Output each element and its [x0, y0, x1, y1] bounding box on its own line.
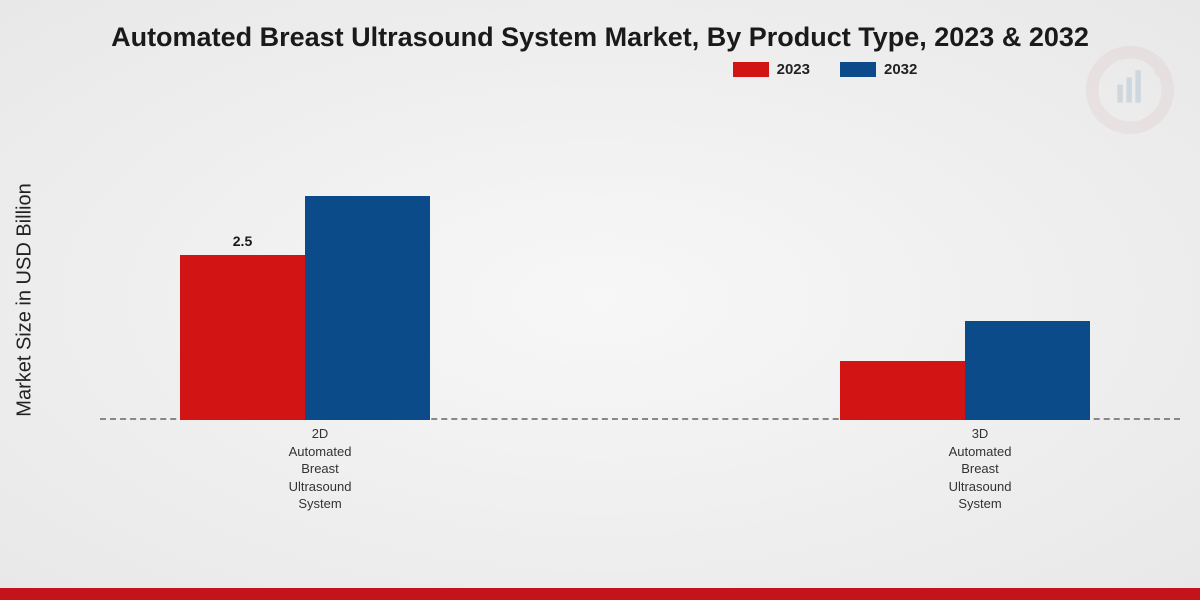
legend-swatch-2032 [840, 62, 876, 77]
bar-2023: 2.5 [180, 255, 305, 420]
category-label: 2DAutomatedBreastUltrasoundSystem [250, 425, 390, 513]
bar-2032 [305, 196, 430, 420]
bar-2032 [965, 321, 1090, 420]
chart-area: Market Size in USD Billion 2.52DAutomate… [60, 90, 1180, 510]
chart-title: Automated Breast Ultrasound System Marke… [0, 0, 1200, 61]
plot-area: 2.52DAutomatedBreastUltrasoundSystem3DAu… [100, 90, 1180, 420]
legend-label-2032: 2032 [884, 61, 917, 78]
legend-swatch-2023 [733, 62, 769, 77]
legend-label-2023: 2023 [777, 61, 810, 78]
footer-bar [0, 588, 1200, 600]
legend-item-2032: 2032 [840, 61, 917, 78]
bar-group [840, 90, 1120, 420]
legend-item-2023: 2023 [733, 61, 810, 78]
bar-group: 2.5 [180, 90, 460, 420]
y-axis-label: Market Size in USD Billion [14, 183, 37, 416]
category-label: 3DAutomatedBreastUltrasoundSystem [910, 425, 1050, 513]
bar-value-label: 2.5 [180, 233, 305, 249]
bar-2023 [840, 361, 965, 420]
